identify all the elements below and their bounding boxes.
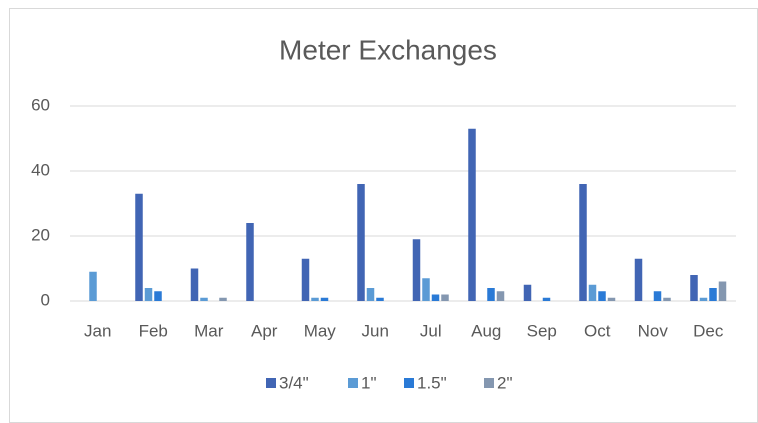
x-tick-label: May	[304, 321, 337, 340]
legend-label: 3/4"	[279, 373, 309, 392]
bar	[468, 128, 476, 301]
legend-label: 1"	[361, 373, 377, 392]
bar	[663, 297, 671, 301]
legend-label: 1.5"	[417, 373, 447, 392]
x-tick-label: Jun	[362, 321, 389, 340]
bar	[320, 297, 329, 301]
bar	[709, 288, 717, 301]
bar	[135, 193, 143, 301]
y-tick-label: 60	[31, 95, 50, 114]
bar	[718, 281, 727, 301]
legend-swatch	[404, 378, 414, 388]
x-tick-label: Jan	[84, 321, 111, 340]
bar	[412, 239, 421, 301]
bar	[690, 275, 698, 301]
y-tick-label: 0	[41, 290, 50, 309]
bar	[699, 297, 708, 301]
x-tick-label: Apr	[251, 321, 278, 340]
bar	[441, 294, 449, 301]
bar	[357, 184, 365, 301]
x-tick-label: Nov	[638, 321, 669, 340]
x-tick-label: Dec	[693, 321, 724, 340]
y-tick-label: 40	[31, 160, 50, 179]
bar	[301, 258, 310, 301]
bar	[487, 288, 495, 301]
bar	[219, 297, 227, 301]
bar	[523, 284, 532, 301]
bar	[376, 297, 384, 301]
x-tick-label: Feb	[139, 321, 168, 340]
bar	[579, 184, 587, 301]
x-tick-label: Sep	[527, 321, 557, 340]
x-tick-label: Jul	[420, 321, 442, 340]
bar	[190, 268, 199, 301]
bar	[598, 291, 606, 301]
bar	[588, 284, 597, 301]
x-tick-label: Aug	[471, 321, 501, 340]
bar	[200, 297, 208, 301]
chart-title: Meter Exchanges	[279, 34, 497, 65]
bar	[246, 223, 254, 301]
legend-swatch	[484, 378, 494, 388]
bar	[311, 297, 319, 301]
bar	[634, 258, 643, 301]
bar	[431, 294, 440, 301]
x-tick-label: Oct	[584, 321, 611, 340]
y-tick-label: 20	[31, 225, 50, 244]
bar	[366, 288, 375, 301]
legend-swatch	[266, 378, 276, 388]
bar	[89, 271, 97, 301]
bar	[154, 291, 162, 301]
bar	[496, 291, 505, 301]
bar	[607, 297, 616, 301]
bar	[422, 278, 430, 301]
x-tick-label: Mar	[194, 321, 224, 340]
legend-swatch	[348, 378, 358, 388]
bar	[542, 297, 551, 301]
bar	[144, 288, 153, 301]
chart-border	[9, 8, 758, 423]
bar	[653, 291, 662, 301]
legend-label: 2"	[497, 373, 513, 392]
